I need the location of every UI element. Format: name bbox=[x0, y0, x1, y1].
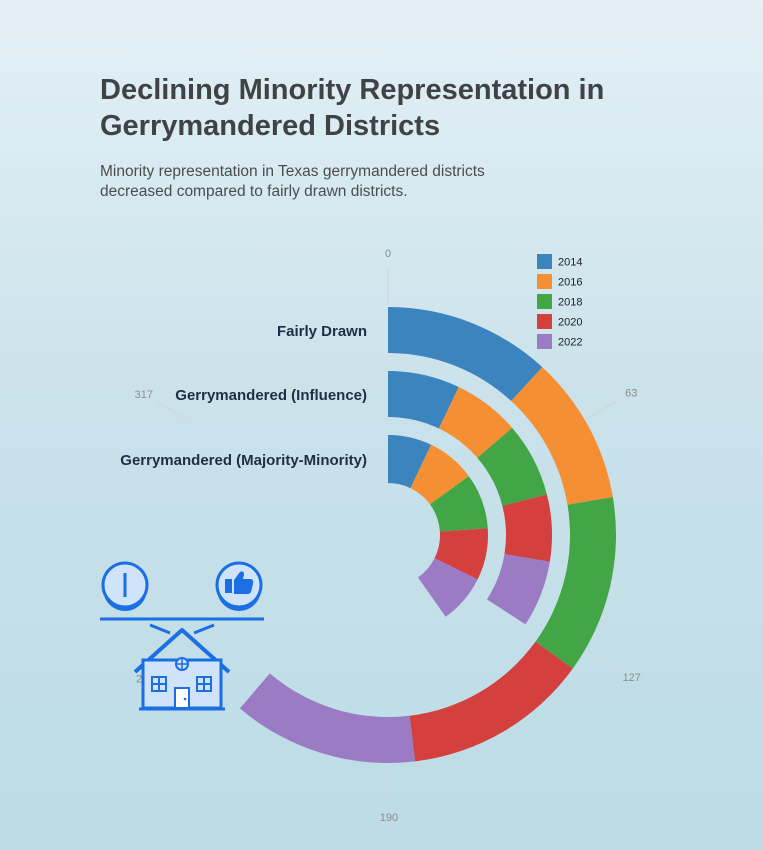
legend-swatch bbox=[537, 274, 552, 289]
legend-swatch bbox=[537, 254, 552, 269]
arc-segment bbox=[502, 494, 552, 562]
arc-segment bbox=[438, 387, 513, 458]
arc-segment bbox=[388, 371, 459, 429]
arc-segment bbox=[486, 554, 550, 625]
chart-title: Declining Minority Representation in Ger… bbox=[100, 74, 605, 142]
legend-swatch bbox=[537, 294, 552, 309]
tick-label: 317 bbox=[135, 389, 153, 401]
arc-segment bbox=[430, 476, 488, 532]
house-balance-icon bbox=[100, 561, 264, 711]
tick-line bbox=[586, 650, 620, 671]
arc-segment bbox=[409, 641, 573, 762]
arc-segment bbox=[477, 427, 547, 506]
arc-segment bbox=[417, 558, 478, 617]
arc-segment bbox=[388, 307, 543, 402]
arc-segment bbox=[535, 497, 616, 669]
legend-label: 2022 bbox=[558, 337, 582, 349]
arc-segment bbox=[239, 673, 416, 763]
chart-subtitle: Minority representation in Texas gerryma… bbox=[100, 163, 485, 200]
arc-segment bbox=[434, 528, 488, 580]
legend-label: 2018 bbox=[558, 297, 582, 309]
arc-segment bbox=[410, 444, 469, 505]
tick-label: 0 bbox=[385, 248, 391, 260]
category-label: Fairly Drawn bbox=[277, 323, 367, 340]
legend-swatch bbox=[537, 334, 552, 349]
chart-arcs bbox=[239, 307, 616, 763]
axis-tick-labels: 063127190253317 bbox=[135, 248, 641, 824]
legend-swatch bbox=[537, 314, 552, 329]
tick-label: 127 bbox=[623, 672, 641, 684]
tick-label: 190 bbox=[380, 812, 398, 824]
tick-label: 63 bbox=[625, 387, 637, 399]
legend-label: 2020 bbox=[558, 317, 582, 329]
legend-label: 2014 bbox=[558, 257, 582, 269]
category-label: Gerrymandered (Influence) bbox=[175, 387, 367, 404]
tick-line bbox=[155, 400, 190, 421]
legend: 2014 2016 2018 2020 2022 bbox=[537, 254, 582, 349]
arc-segment bbox=[388, 435, 432, 489]
legend-label: 2016 bbox=[558, 277, 582, 289]
category-label: Gerrymandered (Majority-Minority) bbox=[120, 452, 367, 469]
arc-segment bbox=[511, 367, 613, 505]
category-labels: Fairly Drawn Gerrymandered (Influence) Ger… bbox=[120, 323, 367, 469]
tick-line bbox=[586, 399, 620, 420]
